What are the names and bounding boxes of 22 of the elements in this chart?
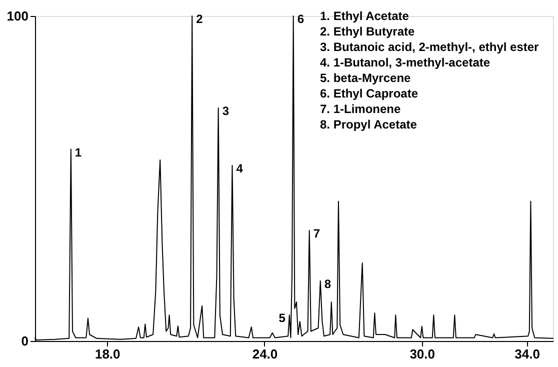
annotation: 5	[278, 311, 286, 325]
annotation: 5. beta-Myrcene	[320, 71, 412, 85]
annotation: 2	[196, 12, 204, 26]
x-tick-label: 30.0	[410, 346, 436, 362]
x-tick-label: 18.0	[94, 346, 120, 362]
x-tick-label: 24.0	[252, 346, 278, 362]
annotation: 3. Butanoic acid, 2-methyl-, ethyl ester	[320, 40, 540, 54]
x-tick-label: 34.0	[514, 346, 540, 362]
annotation: 4. 1-Butanol, 3-methyl-acetate	[320, 56, 490, 70]
annotation: 7. 1-Limonene	[320, 102, 402, 116]
annotation: 3	[222, 104, 230, 118]
annotation: 6	[297, 12, 304, 26]
annotation: 4	[236, 162, 244, 176]
annotation: 8	[324, 276, 332, 291]
annotation: 8. Propyl Acetate	[320, 118, 418, 132]
y-tick-label: 100	[6, 8, 28, 24]
annotation: 2. Ethyl Butyrate	[320, 24, 416, 38]
annotation: 1	[74, 145, 82, 160]
annotation: 1. Ethyl Acetate	[320, 9, 410, 23]
y-tick-label: 0	[21, 334, 28, 348]
annotation: 6. Ethyl Caproate	[320, 86, 418, 100]
annotation: 7	[313, 226, 320, 240]
